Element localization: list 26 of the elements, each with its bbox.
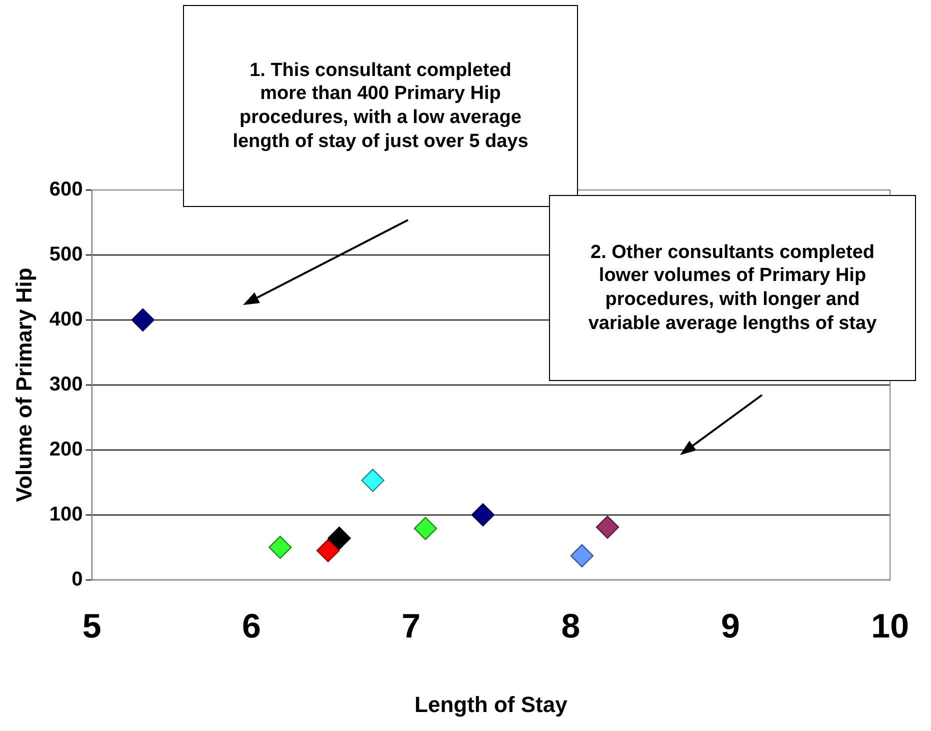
x-tick-label: 6 [242,608,261,646]
x-tick-label: 9 [720,608,740,646]
point [361,468,384,492]
point [596,516,620,539]
y-axis-title: Volume of Primary Hip [11,268,36,502]
point [570,544,594,568]
y-tick-label: 400 [49,308,83,330]
y-tick-label: 100 [49,503,83,526]
y-tick-label: 200 [49,438,83,460]
y-tick-label: 0 [72,568,83,590]
x-tick-label: 5 [82,608,102,646]
y-tick-label: 600 [49,178,83,201]
x-tick-label: 10 [871,608,910,646]
y-tick-label: 300 [49,373,83,396]
x-axis-title: Length of Stay [414,692,568,717]
callout-box: 2. Other consultants completed lower volumes of Primary Hip procedures, with longer and variable average lengths of stay [549,195,916,381]
point [471,503,495,526]
point [268,536,292,559]
callout-box: 1. This consultant completed more than 400 Primary Hip procedures, with a low average length of stay of just over 5 days [183,5,578,207]
x-tick-label: 8 [561,608,580,646]
x-tick-label: 7 [402,608,421,646]
point [131,308,154,332]
y-tick-label: 500 [49,243,83,266]
point [316,538,340,562]
point [328,526,351,550]
point [414,516,438,540]
